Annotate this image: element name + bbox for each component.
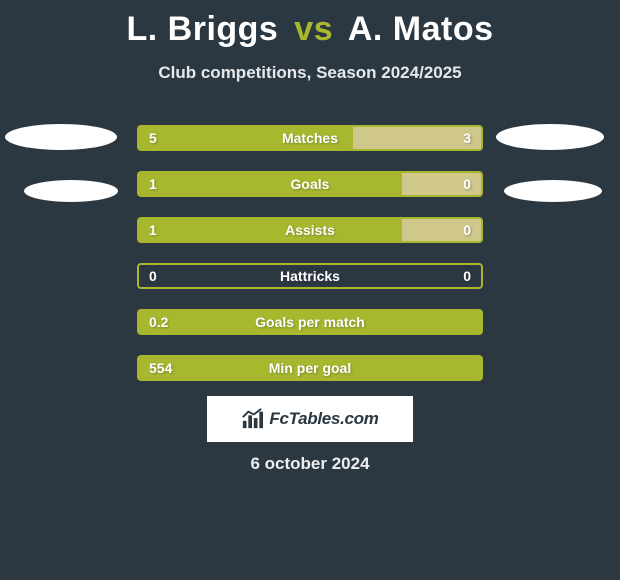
bar-left	[139, 173, 402, 195]
metric-label: Matches	[282, 130, 338, 146]
metric-label: Hattricks	[280, 268, 340, 284]
comparison-title: L. Briggs vs A. Matos	[0, 0, 620, 49]
stat-row: 1 Assists 0	[137, 217, 483, 243]
value-right: 0	[463, 268, 471, 284]
decorative-ellipse	[24, 180, 118, 202]
watermark: FcTables.com	[207, 396, 413, 442]
player1-name: L. Briggs	[127, 10, 279, 48]
stat-row: 0.2 Goals per match	[137, 309, 483, 335]
value-left: 554	[149, 360, 172, 376]
player2-name: A. Matos	[348, 10, 494, 48]
value-right: 0	[463, 222, 471, 238]
value-left: 1	[149, 222, 157, 238]
value-left: 0.2	[149, 314, 168, 330]
bar-right	[353, 127, 481, 149]
metric-label: Assists	[285, 222, 335, 238]
value-left: 0	[149, 268, 157, 284]
metric-label: Goals per match	[255, 314, 365, 330]
stat-rows: 5 Matches 3 1 Goals 0 1 Assists 0 0 Hattricks 0 0.2 G…	[0, 125, 620, 381]
value-right: 3	[463, 130, 471, 146]
date-label: 6 october 2024	[250, 454, 369, 474]
subtitle: Club competitions, Season 2024/2025	[0, 63, 620, 83]
decorative-ellipse	[504, 180, 602, 202]
value-right: 0	[463, 176, 471, 192]
metric-label: Min per goal	[269, 360, 351, 376]
decorative-ellipse	[5, 124, 117, 150]
chart-icon	[241, 408, 263, 430]
metric-label: Goals	[291, 176, 330, 192]
value-left: 5	[149, 130, 157, 146]
value-left: 1	[149, 176, 157, 192]
watermark-text: FcTables.com	[269, 409, 378, 429]
vs-label: vs	[294, 10, 333, 48]
bar-left	[139, 219, 402, 241]
stat-row: 1 Goals 0	[137, 171, 483, 197]
stat-row: 554 Min per goal	[137, 355, 483, 381]
decorative-ellipse	[496, 124, 604, 150]
stat-row: 5 Matches 3	[137, 125, 483, 151]
stat-row: 0 Hattricks 0	[137, 263, 483, 289]
